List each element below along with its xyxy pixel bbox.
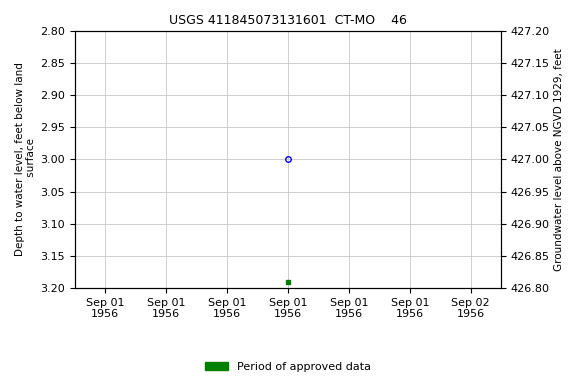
Y-axis label: Groundwater level above NGVD 1929, feet: Groundwater level above NGVD 1929, feet [554, 48, 564, 271]
Legend: Period of approved data: Period of approved data [201, 358, 375, 377]
Y-axis label: Depth to water level, feet below land
 surface: Depth to water level, feet below land su… [14, 63, 36, 256]
Title: USGS 411845073131601  CT-MO    46: USGS 411845073131601 CT-MO 46 [169, 14, 407, 27]
